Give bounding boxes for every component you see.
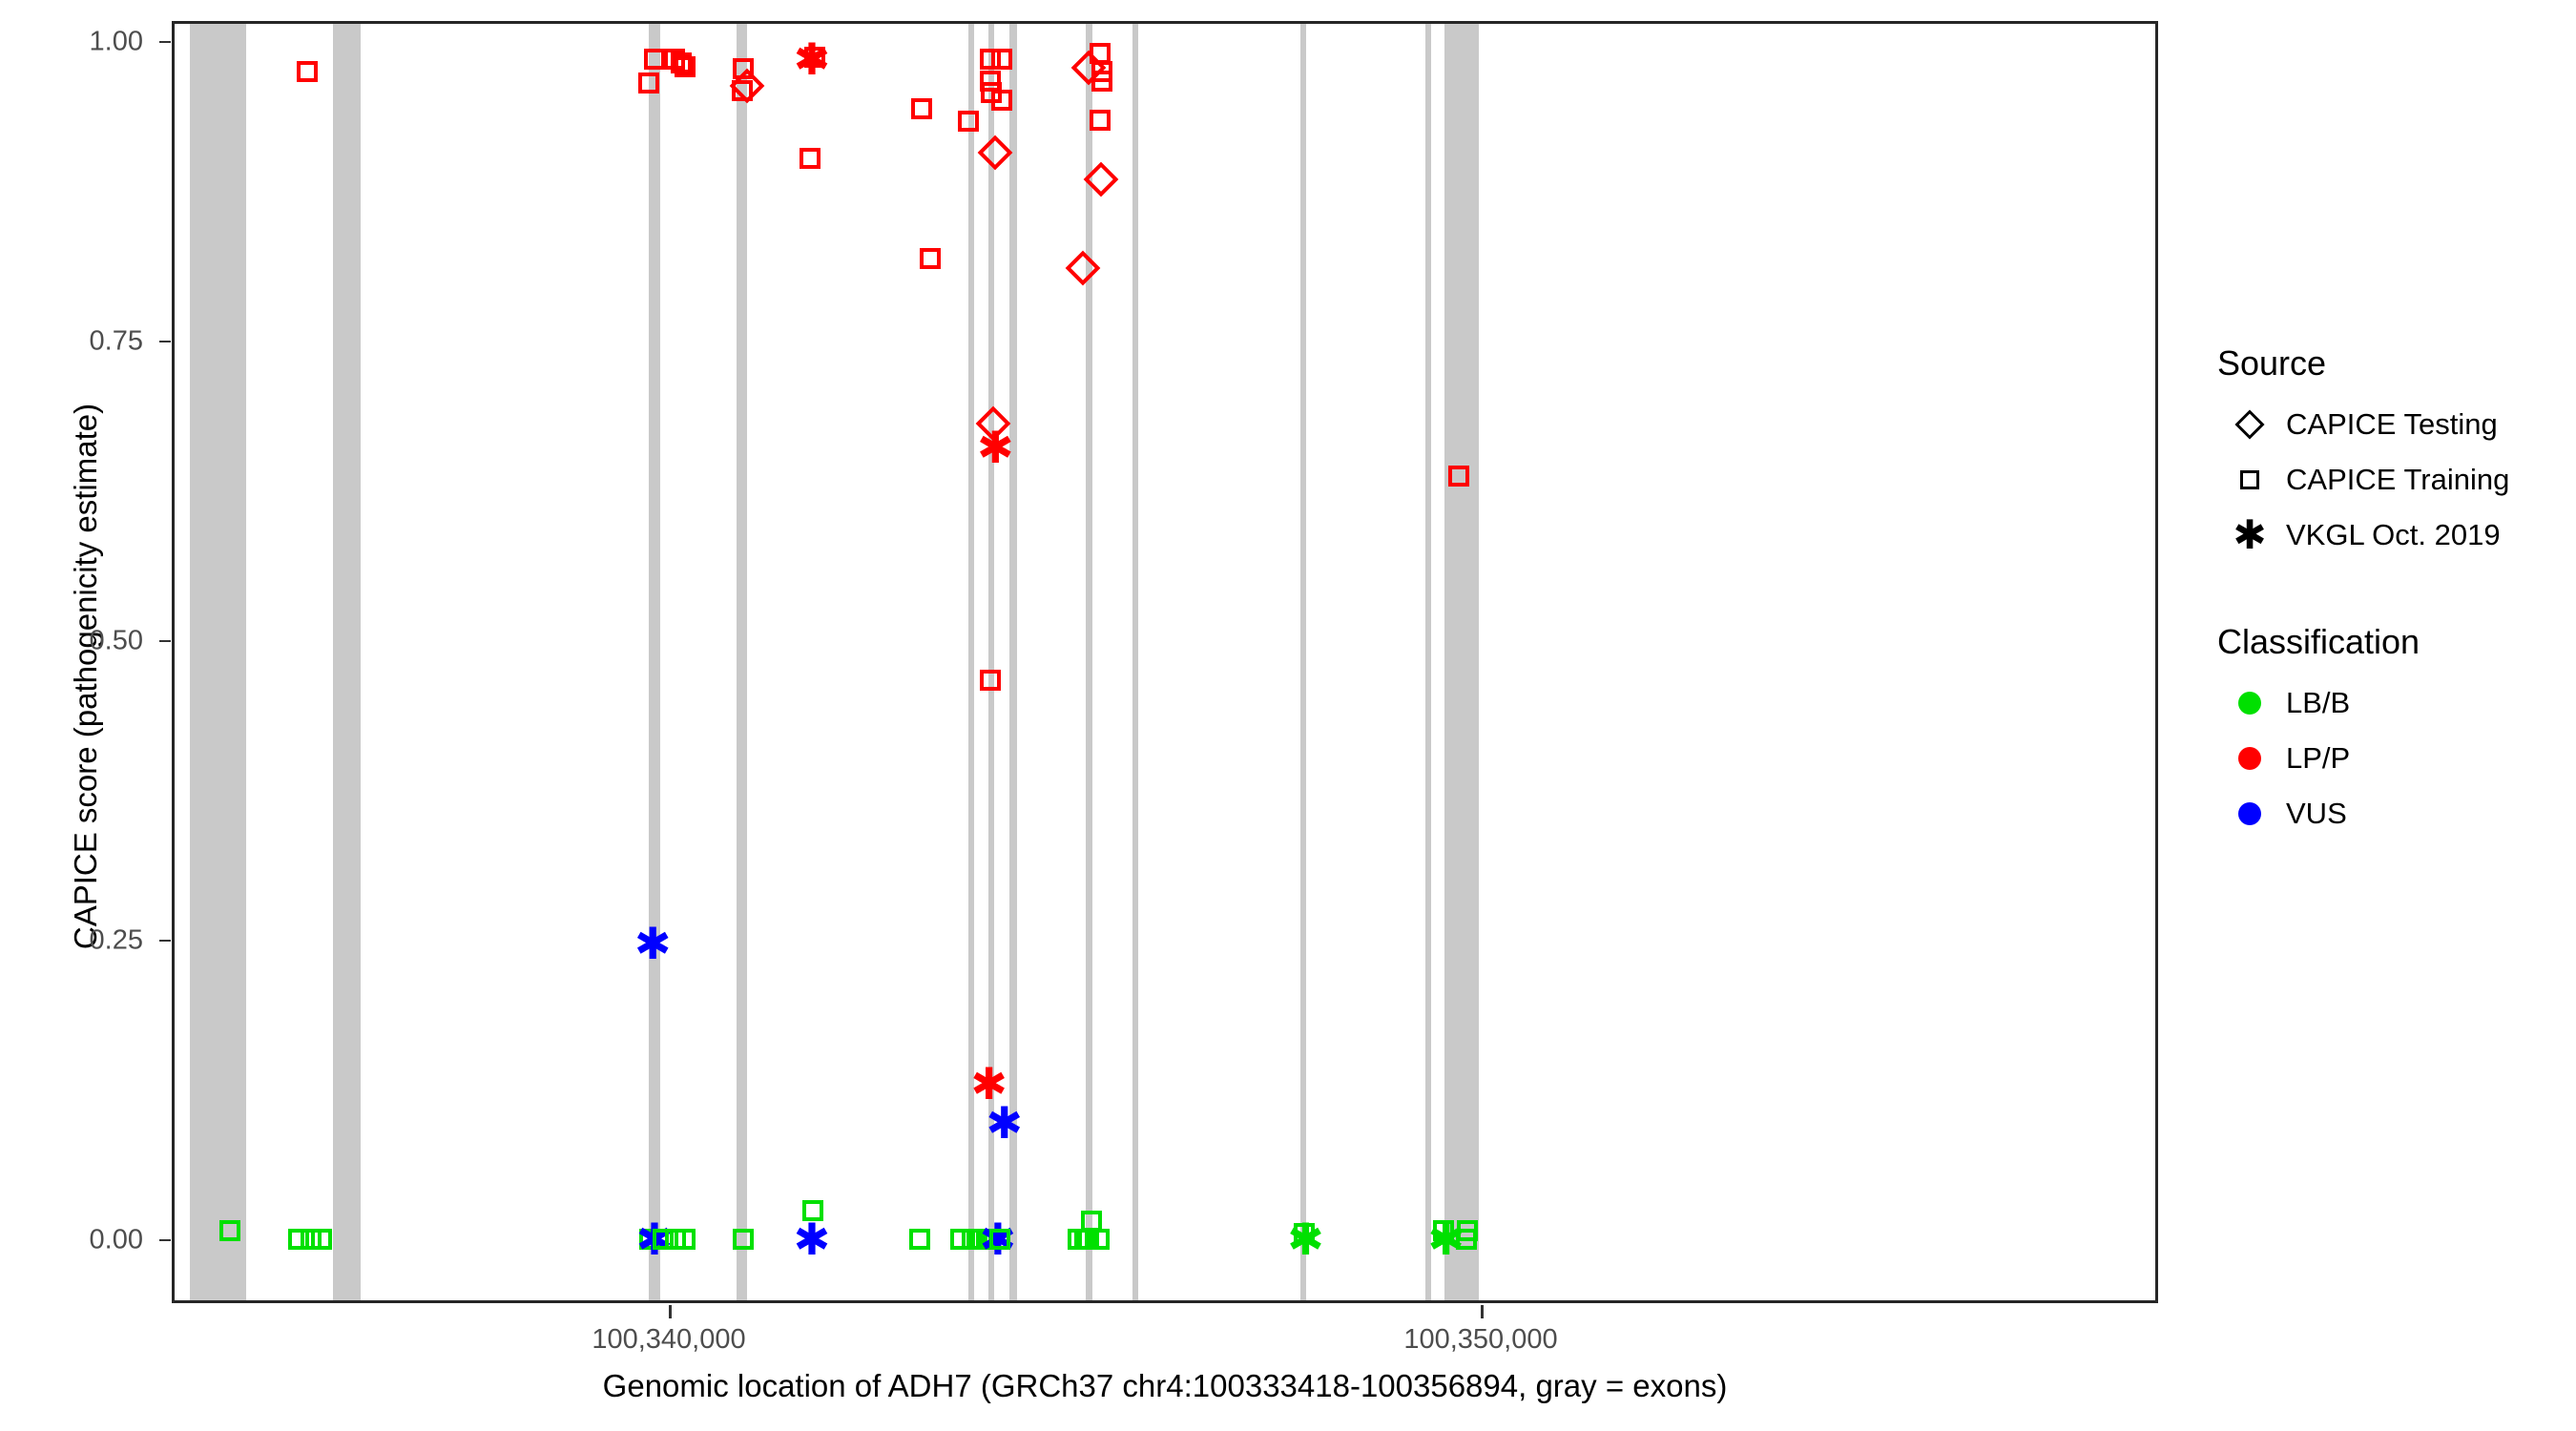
exon-band <box>333 24 362 1300</box>
dot-icon-lpp <box>2213 747 2286 770</box>
data-point <box>803 46 825 68</box>
data-point <box>909 1229 931 1251</box>
x-axis-title: Genomic location of ADH7 (GRCh37 chr4:10… <box>602 1368 1728 1403</box>
legend-item-capice-testing[interactable]: CAPICE Testing <box>2213 397 2566 452</box>
dot-icon-vus <box>2213 802 2286 825</box>
data-point <box>799 148 821 170</box>
data-point <box>1090 110 1111 132</box>
data-point <box>674 1229 696 1251</box>
x-tick-mark <box>1481 1305 1484 1318</box>
legend-item-lpp[interactable]: LP/P <box>2213 731 2566 786</box>
legend-group-classification: Classification LB/B LP/P VUS <box>2213 622 2566 841</box>
exon-band <box>1424 24 1431 1300</box>
data-point: ✱ <box>793 33 831 86</box>
data-point <box>311 1229 333 1251</box>
data-point <box>1090 42 1111 64</box>
data-point <box>288 1229 310 1251</box>
legend-label-lbb: LB/B <box>2286 686 2351 719</box>
legend-title-classification: Classification <box>2217 622 2420 661</box>
data-point <box>919 247 941 269</box>
data-point <box>729 68 765 104</box>
exon-band <box>1086 24 1092 1300</box>
legend-label-capice-training: CAPICE Training <box>2286 463 2510 496</box>
y-tick-mark <box>159 640 171 642</box>
exon-band <box>987 24 994 1300</box>
diamond-icon <box>2213 409 2286 440</box>
asterisk-icon: ✱ <box>2233 511 2267 558</box>
exon-band <box>189 24 247 1300</box>
y-tick-mark <box>159 940 171 942</box>
exon-band <box>967 24 974 1300</box>
legend-label-capice-testing: CAPICE Testing <box>2286 407 2498 441</box>
exon-band <box>1444 24 1479 1300</box>
y-axis-ticks: 0.00 0.25 0.50 0.75 1.00 <box>19 0 143 1431</box>
y-tick-label: 0.50 <box>89 625 143 656</box>
y-tick-mark <box>159 1239 171 1241</box>
exon-band <box>649 24 661 1300</box>
legend-label-vus: VUS <box>2286 797 2347 830</box>
legend-item-vkgl[interactable]: ✱ VKGL Oct. 2019 <box>2213 508 2566 563</box>
legend: Source CAPICE Testing CAPICE Training ✱ … <box>2213 343 2566 901</box>
plot-panel: ✱ ✱ ✱ ✱ ✱ ✱ ✱ ✱ ✱ ✱ <box>172 21 2158 1303</box>
legend-group-source: Source CAPICE Testing CAPICE Training ✱ … <box>2213 343 2566 563</box>
exon-band <box>1299 24 1307 1300</box>
data-point <box>1091 70 1113 92</box>
legend-label-lpp: LP/P <box>2286 741 2351 775</box>
y-tick-label: 0.75 <box>89 325 143 357</box>
exon-band <box>737 24 748 1300</box>
exon-band <box>1132 24 1139 1300</box>
x-tick-label: 100,350,000 <box>1403 1324 1558 1355</box>
square-icon <box>2213 470 2286 489</box>
x-tick-label: 100,340,000 <box>592 1324 746 1355</box>
y-tick-label: 0.25 <box>89 924 143 956</box>
legend-title-source: Source <box>2217 343 2327 383</box>
data-point <box>802 1200 824 1222</box>
data-point: ✱ <box>970 1057 1008 1110</box>
x-tick-mark <box>669 1305 672 1318</box>
y-tick-mark <box>159 341 171 342</box>
data-point <box>977 135 1013 171</box>
legend-label-vkgl: VKGL Oct. 2019 <box>2286 518 2501 551</box>
data-point <box>976 1229 998 1251</box>
y-tick-label: 1.00 <box>89 26 143 57</box>
y-tick-label: 0.00 <box>89 1224 143 1255</box>
data-point <box>1065 250 1100 285</box>
data-point: ✱ <box>979 1213 1017 1266</box>
plot-area: ✱ ✱ ✱ ✱ ✱ ✱ ✱ ✱ ✱ ✱ <box>175 24 2155 1300</box>
dot-icon-lbb <box>2213 692 2286 715</box>
data-point: ✱ <box>793 1213 831 1266</box>
data-point <box>663 49 685 71</box>
y-tick-mark <box>159 41 171 43</box>
legend-item-vus[interactable]: VUS <box>2213 786 2566 841</box>
exon-band <box>1009 24 1017 1300</box>
data-point <box>671 52 693 73</box>
legend-item-lbb[interactable]: LB/B <box>2213 675 2566 731</box>
data-point <box>1091 60 1113 82</box>
data-point <box>665 1229 687 1251</box>
data-point <box>301 1229 322 1251</box>
legend-item-capice-training[interactable]: CAPICE Training <box>2213 452 2566 508</box>
data-point <box>675 55 696 77</box>
data-point <box>911 97 933 119</box>
data-point <box>296 60 318 82</box>
